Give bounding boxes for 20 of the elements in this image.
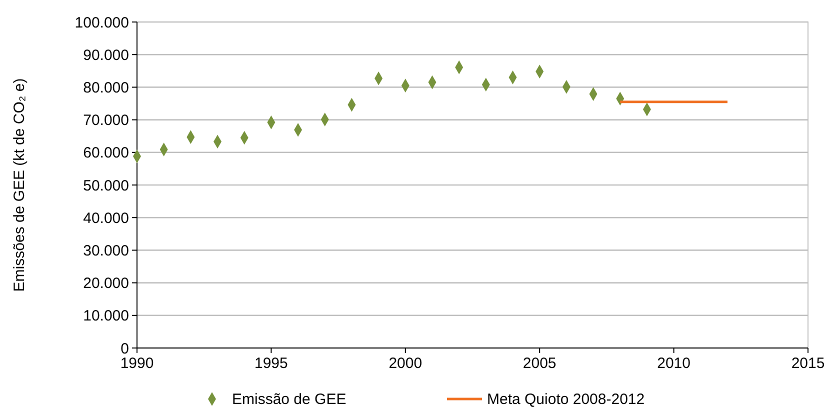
legend-label: Meta Quioto 2008-2012 [487,391,645,408]
x-tick-label: 1995 [254,355,288,372]
x-tick-label: 2005 [522,355,556,372]
y-tick-label: 60.000 [83,144,129,162]
y-tick-label: 50.000 [83,177,129,194]
y-tick-label: 90.000 [83,46,129,64]
y-axis-title: Emissões de GEE (kt de CO₂ e) [11,78,28,292]
y-tick-label: 20.000 [83,275,129,292]
y-tick-label: 30.000 [83,242,129,260]
x-tick-label: 2010 [657,355,690,372]
x-tick-label: 1990 [120,355,154,372]
y-tick-label: 40.000 [83,210,129,227]
x-tick-label: 2015 [791,355,825,372]
y-tick-label: 10.000 [83,308,129,325]
legend-label: Emissão de GEE [232,391,346,408]
y-tick-label: 100.000 [74,14,129,32]
y-tick-label: 70.000 [83,112,129,130]
y-tick-label: 80.000 [83,79,129,96]
x-tick-label: 2000 [388,355,422,372]
y-tick-label: 0 [120,340,129,358]
